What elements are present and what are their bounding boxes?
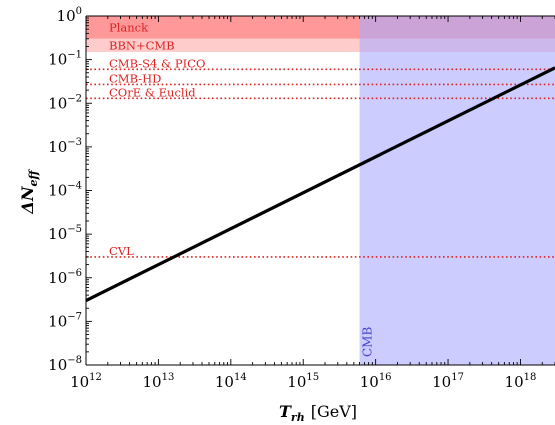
x-tick-label-3: 1015 [287, 372, 319, 391]
series-layer [85, 66, 555, 302]
band-label-1: BBN+CMB [109, 38, 175, 52]
x-tick-label-4: 1016 [360, 372, 392, 391]
y-tick-label-4: 10−4 [48, 181, 82, 200]
y-axis-ticks: 100 10−1 10−2 10−3 10−4 10−5 10−6 10−7 10−8 [48, 6, 92, 374]
y-tick-label-8: 10−8 [48, 355, 82, 374]
y-axis-title: ΔNeff [18, 169, 40, 215]
y-tick-label-0: 100 [57, 6, 82, 25]
y-tick-label-5: 10−5 [48, 224, 82, 243]
x-axis-symbol: T [279, 402, 292, 421]
x-tick-label-1: 1013 [142, 372, 174, 391]
x-axis-ticks: 1012 1013 1014 1015 1016 1017 1018 [70, 16, 555, 391]
x-axis-unit: [GeV] [311, 402, 357, 421]
y-tick-label-2: 10−2 [48, 93, 82, 112]
y-tick-label-3: 10−3 [48, 137, 82, 156]
cmb-region [359, 16, 555, 365]
shaded-regions [86, 16, 555, 365]
x-tick-label-6: 1018 [505, 372, 537, 391]
y-tick-label-6: 10−6 [48, 268, 82, 287]
reference-label-2: COrE & Euclid [109, 85, 196, 99]
y-tick-label-1: 10−1 [48, 50, 82, 69]
band-label-0: Planck [109, 20, 149, 34]
x-axis-subscript: rh [291, 411, 305, 424]
reference-label-3: CVL [109, 244, 134, 258]
x-tick-label-2: 1014 [215, 372, 247, 391]
reference-label-0: CMB-S4 & PICO [109, 56, 205, 70]
cmb-region-label: CMB [361, 327, 375, 357]
y-axis-subscript: eff [27, 169, 40, 187]
x-tick-label-0: 1012 [70, 372, 102, 391]
reference-lines [86, 68, 555, 258]
y-tick-label-7: 10−7 [48, 311, 82, 330]
reference-label-1: CMB-HD [109, 71, 161, 85]
series-line-0 [85, 66, 555, 302]
x-tick-label-5: 1017 [432, 372, 464, 391]
x-axis-title: Trh [GeV] [279, 402, 357, 424]
y-axis-symbol: ΔN [18, 185, 37, 214]
